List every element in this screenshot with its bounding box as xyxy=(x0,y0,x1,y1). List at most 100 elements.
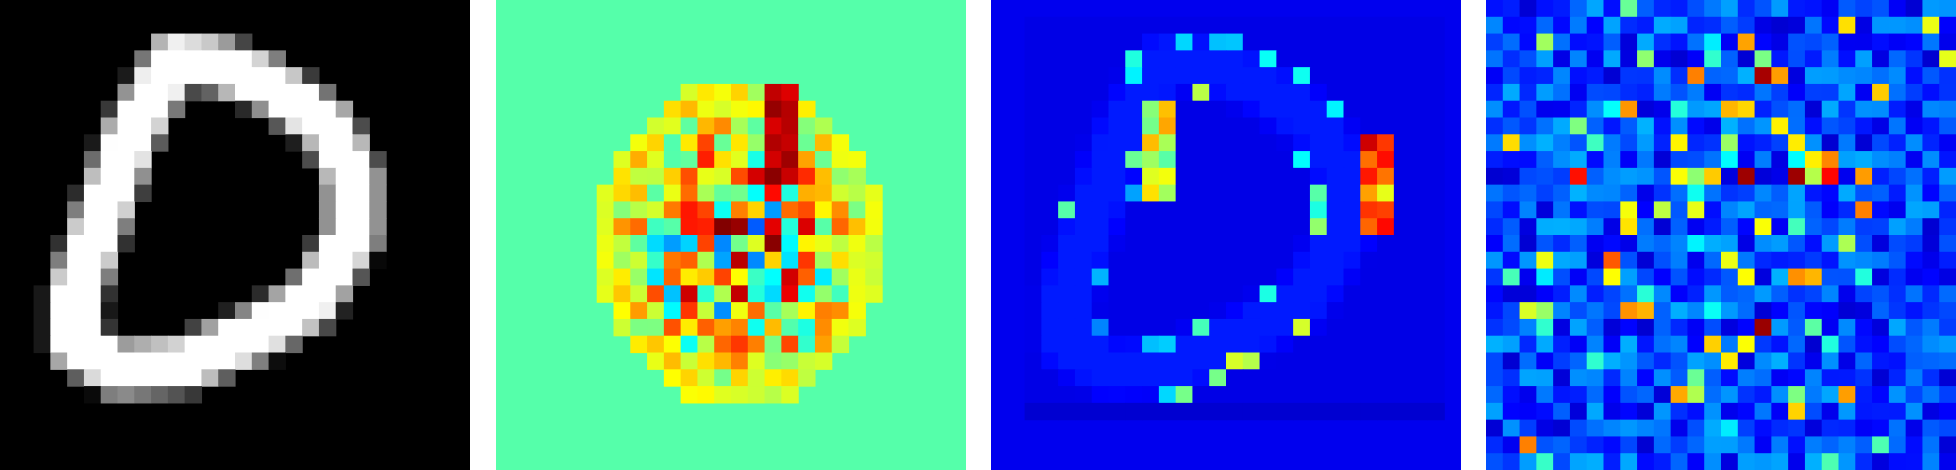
noisy-attribution-pixel xyxy=(1939,453,1956,470)
noisy-attribution-pixel xyxy=(1536,33,1554,51)
signed-attribution-pixel xyxy=(680,184,699,203)
signed-attribution-pixel xyxy=(697,318,715,337)
signed-attribution-pixel xyxy=(680,251,699,270)
positive-attribution-pixel xyxy=(1108,386,1126,404)
positive-attribution-pixel xyxy=(1108,402,1126,421)
noisy-attribution-pixel xyxy=(1620,16,1638,35)
noisy-attribution-pixel xyxy=(1905,453,1924,470)
positive-attribution-pixel xyxy=(1209,235,1227,253)
noisy-attribution-pixel xyxy=(1486,235,1504,253)
positive-attribution-pixel xyxy=(1309,235,1328,253)
digit-pixel xyxy=(83,335,102,354)
noisy-attribution-pixel xyxy=(1519,352,1537,370)
positive-attribution-pixel xyxy=(1091,50,1110,68)
positive-attribution-pixel xyxy=(1192,335,1210,354)
signed-attribution-pixel xyxy=(680,302,699,320)
noisy-attribution-pixel xyxy=(1586,235,1605,253)
signed-attribution-pixel xyxy=(680,167,699,186)
positive-attribution-pixel xyxy=(1259,218,1277,236)
positive-attribution-pixel xyxy=(1276,285,1294,303)
positive-attribution-pixel xyxy=(1242,302,1261,320)
digit-pixel xyxy=(218,67,236,85)
digit-pixel xyxy=(100,352,119,370)
noisy-attribution-pixel xyxy=(1821,268,1840,286)
noisy-attribution-pixel xyxy=(1670,352,1689,370)
signed-attribution-pixel xyxy=(697,386,715,404)
noisy-attribution-pixel xyxy=(1536,436,1554,454)
positive-attribution-pixel xyxy=(1041,268,1059,286)
positive-attribution-pixel xyxy=(1393,100,1412,119)
positive-attribution-pixel xyxy=(1074,369,1093,387)
digit-pixel xyxy=(100,218,119,236)
digit-pixel xyxy=(268,100,286,119)
noisy-attribution-pixel xyxy=(1821,402,1840,421)
noisy-attribution-pixel xyxy=(1670,151,1689,169)
positive-attribution-pixel xyxy=(1377,235,1395,253)
noisy-attribution-pixel xyxy=(1888,386,1907,404)
noisy-attribution-heatmap xyxy=(1486,0,1956,470)
noisy-attribution-pixel xyxy=(1620,318,1638,337)
noisy-attribution-pixel xyxy=(1586,83,1605,102)
noisy-attribution-pixel xyxy=(1620,134,1638,152)
positive-attribution-pixel xyxy=(1309,167,1328,186)
noisy-attribution-pixel xyxy=(1771,419,1789,438)
positive-attribution-pixel xyxy=(1024,184,1042,203)
noisy-attribution-pixel xyxy=(1804,134,1823,152)
signed-attribution-pixel xyxy=(798,285,816,303)
positive-attribution-pixel xyxy=(1259,352,1277,370)
noisy-attribution-pixel xyxy=(1737,134,1756,152)
digit-pixel xyxy=(134,134,152,152)
noisy-attribution-pixel xyxy=(1737,453,1756,470)
noisy-attribution-pixel xyxy=(1754,285,1772,303)
positive-attribution-pixel xyxy=(1326,67,1345,85)
positive-attribution-pixel xyxy=(1024,335,1042,354)
positive-attribution-pixel xyxy=(1326,318,1345,337)
positive-attribution-pixel xyxy=(1242,16,1261,35)
positive-attribution-pixel xyxy=(1175,251,1194,270)
positive-attribution-pixel xyxy=(1326,100,1345,119)
noisy-attribution-pixel xyxy=(1888,268,1907,286)
noisy-attribution-pixel xyxy=(1670,318,1689,337)
positive-attribution-pixel xyxy=(1360,83,1378,102)
noisy-attribution-pixel xyxy=(1855,134,1873,152)
noisy-attribution-pixel xyxy=(1905,218,1924,236)
digit-pixel xyxy=(201,83,219,102)
positive-attribution-pixel xyxy=(1091,235,1110,253)
noisy-attribution-pixel xyxy=(1637,352,1655,370)
noisy-attribution-pixel xyxy=(1821,302,1840,320)
noisy-attribution-pixel xyxy=(1687,251,1705,270)
noisy-attribution-pixel xyxy=(1905,402,1924,421)
noisy-attribution-pixel xyxy=(1922,151,1940,169)
positive-attribution-pixel xyxy=(1410,33,1429,51)
signed-attribution-pixel xyxy=(731,318,749,337)
positive-attribution-pixel xyxy=(1041,67,1059,85)
signed-attribution-pixel xyxy=(747,151,766,169)
noisy-attribution-pixel xyxy=(1788,67,1806,85)
signed-attribution-pixel xyxy=(747,352,766,370)
positive-attribution-pixel xyxy=(1360,134,1378,152)
noisy-attribution-pixel xyxy=(1519,285,1537,303)
positive-attribution-pixel xyxy=(1343,318,1361,337)
digit-pixel xyxy=(352,251,370,270)
noisy-attribution-pixel xyxy=(1788,352,1806,370)
signed-attribution-pixel xyxy=(798,235,816,253)
positive-attribution-pixel xyxy=(1024,16,1042,35)
positive-attribution-pixel xyxy=(1410,402,1429,421)
noisy-attribution-pixel xyxy=(1939,369,1956,387)
noisy-attribution-pixel xyxy=(1502,285,1521,303)
positive-attribution-pixel xyxy=(1108,218,1126,236)
positive-attribution-pixel xyxy=(1410,134,1429,152)
digit-pixel xyxy=(134,184,152,203)
positive-attribution-pixel xyxy=(1293,235,1311,253)
noisy-attribution-pixel xyxy=(1486,134,1504,152)
noisy-attribution-pixel xyxy=(1737,201,1756,219)
noisy-attribution-pixel xyxy=(1569,201,1588,219)
positive-attribution-pixel xyxy=(1058,352,1076,370)
digit-pixel xyxy=(251,50,270,68)
noisy-attribution-pixel xyxy=(1771,151,1789,169)
positive-attribution-pixel xyxy=(1209,201,1227,219)
positive-attribution-pixel xyxy=(1377,117,1395,135)
positive-attribution-pixel xyxy=(1041,151,1059,169)
noisy-attribution-pixel xyxy=(1905,419,1924,438)
digit-pixel xyxy=(268,50,286,68)
